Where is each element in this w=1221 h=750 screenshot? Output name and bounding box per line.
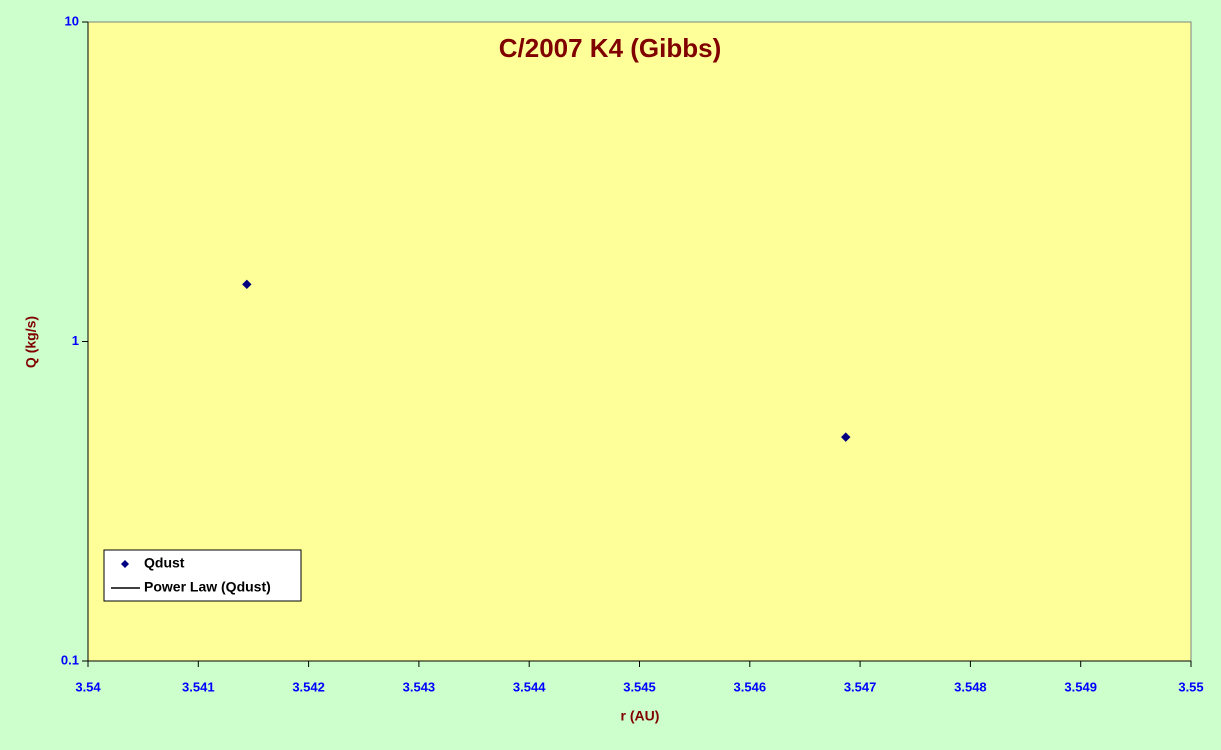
x-tick-label: 3.546 xyxy=(734,679,767,694)
legend-label: Power Law (Qdust) xyxy=(144,579,271,595)
point xyxy=(841,432,851,442)
legend-label: Qdust xyxy=(144,555,185,571)
y-axis-title: Q (kg/s) xyxy=(23,316,39,368)
x-tick-label: 3.549 xyxy=(1064,679,1097,694)
x-tick-label: 3.542 xyxy=(292,679,325,694)
x-tick-label: 3.548 xyxy=(954,679,987,694)
x-tick-label: 3.543 xyxy=(403,679,436,694)
legend-box xyxy=(103,549,302,602)
x-tick-label: 3.547 xyxy=(844,679,877,694)
x-tick-label: 3.55 xyxy=(1178,679,1203,694)
x-tick-label: 3.54 xyxy=(75,679,101,694)
x-axis-title: r (AU) xyxy=(621,708,660,724)
point xyxy=(242,279,252,290)
legend-marker xyxy=(121,560,129,568)
x-tick-label: 3.545 xyxy=(623,679,656,694)
y-tick-label: 10 xyxy=(65,13,79,28)
x-tick-label: 3.544 xyxy=(513,679,546,694)
y-tick-label: 1 xyxy=(72,333,79,348)
chart-title: C/2007 K4 (Gibbs) xyxy=(499,33,722,63)
x-tick-label: 3.541 xyxy=(182,679,215,694)
y-tick-label: 0.1 xyxy=(61,652,79,667)
